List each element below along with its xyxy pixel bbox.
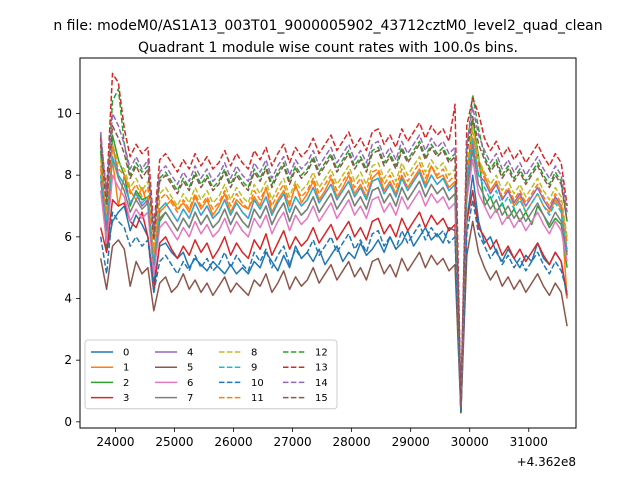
legend-label: 11 xyxy=(251,393,264,404)
series-line-13 xyxy=(99,72,568,405)
x-tick-label: 31000 xyxy=(510,435,548,449)
legend-label: 1 xyxy=(123,363,129,374)
x-tick-label: 25000 xyxy=(155,435,193,449)
x-tick: 29000 xyxy=(392,428,430,449)
y-tick-label: 4 xyxy=(64,292,72,306)
y-tick-label: 2 xyxy=(64,353,72,367)
x-tick: 30000 xyxy=(451,428,489,449)
series-line-6 xyxy=(99,159,568,411)
series-line-7 xyxy=(99,149,568,411)
legend-entry: 6 xyxy=(155,378,193,389)
y-axis: 0 2 4 6 8 10 xyxy=(57,107,80,429)
legend-entry: 13 xyxy=(283,363,328,374)
y-tick: 2 xyxy=(64,353,80,367)
y-tick: 4 xyxy=(64,292,80,306)
series-line-14 xyxy=(99,106,568,405)
legend-entry: 7 xyxy=(155,393,193,404)
legend-label: 5 xyxy=(187,363,193,374)
y-tick-label: 0 xyxy=(64,415,72,429)
y-tick-label: 6 xyxy=(64,230,72,244)
legend-entry: 11 xyxy=(219,393,264,404)
y-tick: 10 xyxy=(57,107,80,121)
legend-entry: 5 xyxy=(155,363,193,374)
series-line-9 xyxy=(99,137,568,408)
legend-label: 7 xyxy=(187,393,193,404)
plot-frame xyxy=(79,57,577,429)
legend-label: 6 xyxy=(187,378,193,389)
series-line-3 xyxy=(99,189,568,414)
y-tick: 6 xyxy=(64,230,80,244)
file-title: n file: modeM0/AS1A13_003T01_9000005902_… xyxy=(53,18,602,34)
x-tick: 31000 xyxy=(510,428,548,449)
x-tick-label: 27000 xyxy=(273,435,311,449)
legend-label: 2 xyxy=(123,378,129,389)
legend-label: 15 xyxy=(315,393,328,404)
series-line-15 xyxy=(99,115,568,408)
legend-label: 8 xyxy=(251,348,257,359)
legend-entry: 9 xyxy=(219,363,257,374)
legend-label: 14 xyxy=(315,378,328,389)
legend-label: 13 xyxy=(315,363,328,374)
series-line-8 xyxy=(99,125,568,408)
legend-label: 0 xyxy=(123,348,129,359)
legend-entry: 8 xyxy=(219,348,257,359)
x-tick-label: 29000 xyxy=(392,435,430,449)
x-tick: 25000 xyxy=(155,428,194,449)
legend-entry: 2 xyxy=(91,378,129,389)
legend-entry: 4 xyxy=(155,348,193,359)
series-line-10 xyxy=(99,199,568,414)
legend-entry: 12 xyxy=(283,348,328,359)
chart-title: Quadrant 1 module wise count rates with … xyxy=(138,40,518,56)
x-tick: 27000 xyxy=(273,428,312,449)
series-line-11 xyxy=(99,131,568,408)
series-layer xyxy=(99,72,568,414)
y-tick: 0 xyxy=(64,415,80,429)
x-tick: 24000 xyxy=(96,428,135,449)
x-tick-label: 28000 xyxy=(333,435,371,449)
legend-box xyxy=(84,339,338,410)
x-tick-label: 26000 xyxy=(214,435,252,449)
x-axis: 24000 25000 26000 27000 28000 29000 30000 31000 xyxy=(96,428,548,449)
legend-entry: 0 xyxy=(91,348,129,359)
y-tick: 8 xyxy=(64,168,80,182)
legend-entry: 10 xyxy=(219,378,264,389)
legend-entry: 15 xyxy=(283,393,328,404)
y-tick-label: 10 xyxy=(57,107,72,121)
x-offset-label: +4.362e8 xyxy=(517,455,576,469)
legend-label: 3 xyxy=(123,393,129,404)
series-line-5 xyxy=(99,220,568,414)
legend-entry: 1 xyxy=(91,363,129,374)
legend-label: 4 xyxy=(187,348,193,359)
x-tick-label: 30000 xyxy=(451,435,489,449)
legend-label: 10 xyxy=(251,378,264,389)
series-line-12 xyxy=(99,88,568,408)
legend-label: 9 xyxy=(251,363,257,374)
legend-entry: 14 xyxy=(283,378,328,389)
x-tick-label: 24000 xyxy=(96,435,134,449)
legend-label: 12 xyxy=(315,348,328,359)
x-tick: 26000 xyxy=(214,428,253,449)
x-tick: 28000 xyxy=(333,428,371,449)
legend-entry: 3 xyxy=(91,393,129,404)
series-line-1 xyxy=(99,137,568,411)
y-tick-label: 8 xyxy=(64,168,72,182)
